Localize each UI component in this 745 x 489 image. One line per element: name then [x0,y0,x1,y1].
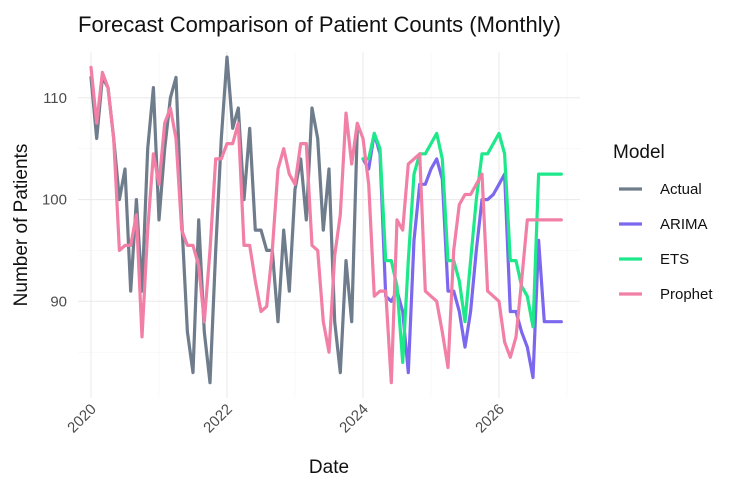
series-lines [89,55,563,385]
legend-title: Model [613,142,665,163]
legend-label-prophet: Prophet [660,286,713,303]
legend-label-actual: Actual [660,181,702,198]
x-tick-label: 2022 [200,401,236,437]
y-axis-title: Number of Patients [11,144,32,307]
x-axis-ticks: 2020 2022 2024 2026 [64,401,508,437]
legend: Model Actual ARIMA ETS Prophet [613,142,713,303]
y-tick-label: 100 [42,192,67,209]
legend-label-ets: ETS [660,251,689,268]
y-tick-label: 90 [50,293,67,310]
series-line-prophet [89,65,563,385]
x-tick-label: 2026 [472,401,508,437]
y-tick-label: 110 [43,90,67,107]
y-axis-ticks: 90 100 110 [42,90,67,311]
x-tick-label: 2024 [336,401,372,437]
series-line-actual [89,55,359,385]
x-tick-label: 2020 [64,401,100,437]
x-axis-title: Date [309,457,349,478]
legend-items: Actual ARIMA ETS Prophet [619,181,713,303]
legend-label-arima: ARIMA [660,216,708,233]
chart-title: Forecast Comparison of Patient Counts (M… [78,12,561,37]
